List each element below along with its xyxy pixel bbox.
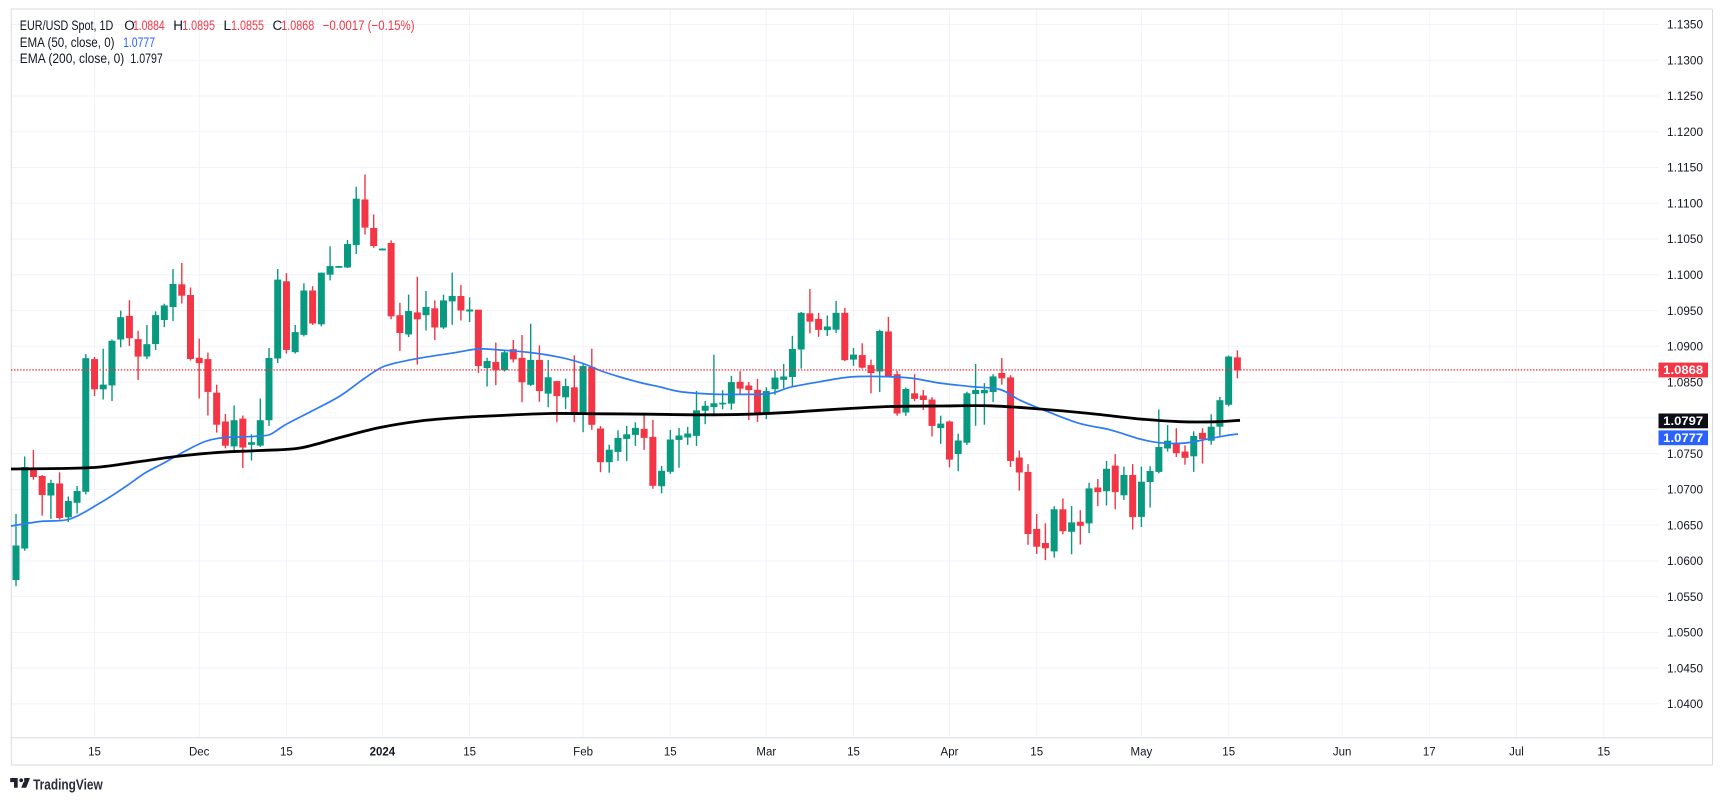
svg-text:1.1350: 1.1350 (1667, 20, 1703, 32)
svg-text:1.0900: 1.0900 (1667, 342, 1703, 354)
svg-text:1.0777: 1.0777 (1663, 433, 1703, 445)
svg-text:1.1150: 1.1150 (1667, 163, 1703, 175)
svg-text:Dec: Dec (189, 746, 210, 758)
svg-text:15: 15 (1222, 746, 1235, 758)
svg-text:1.0650: 1.0650 (1667, 520, 1703, 532)
svg-text:2024: 2024 (370, 746, 396, 758)
svg-text:1.0950: 1.0950 (1667, 306, 1703, 318)
svg-text:1.0400: 1.0400 (1667, 699, 1703, 711)
svg-text:Jul: Jul (1509, 746, 1524, 758)
svg-text:1.0550: 1.0550 (1667, 592, 1703, 604)
svg-text:1.1200: 1.1200 (1667, 127, 1703, 139)
svg-text:1.1000: 1.1000 (1667, 270, 1703, 282)
svg-text:1.0797: 1.0797 (1663, 416, 1703, 428)
svg-text:1.1050: 1.1050 (1667, 234, 1703, 246)
svg-text:1.0850: 1.0850 (1667, 377, 1703, 389)
svg-text:May: May (1131, 746, 1153, 758)
svg-text:15: 15 (280, 746, 293, 758)
svg-text:1.0600: 1.0600 (1667, 556, 1703, 568)
svg-text:Jun: Jun (1333, 746, 1352, 758)
svg-text:15: 15 (1597, 746, 1610, 758)
svg-text:1.0500: 1.0500 (1667, 628, 1703, 640)
svg-text:Apr: Apr (941, 746, 959, 758)
svg-text:15: 15 (88, 746, 101, 758)
svg-text:Mar: Mar (756, 746, 776, 758)
svg-text:17: 17 (1423, 746, 1436, 758)
svg-text:15: 15 (1030, 746, 1043, 758)
svg-text:TradingView: TradingView (33, 778, 103, 794)
svg-text:1.1250: 1.1250 (1667, 91, 1703, 103)
svg-text:15: 15 (463, 746, 476, 758)
svg-text:1.1300: 1.1300 (1667, 56, 1703, 68)
svg-text:1.0868: 1.0868 (1663, 365, 1704, 377)
svg-text:Feb: Feb (573, 746, 593, 758)
svg-text:EMA (50, close, 0)1.0777: EMA (50, close, 0) 1.0777 (20, 35, 155, 50)
svg-text:15: 15 (847, 746, 860, 758)
svg-text:1.1100: 1.1100 (1667, 199, 1703, 211)
svg-text:15: 15 (664, 746, 677, 758)
svg-text:1.0450: 1.0450 (1667, 663, 1703, 675)
svg-text:1.0700: 1.0700 (1667, 485, 1703, 497)
svg-text:EMA (200, close, 0)1.0797: EMA (200, close, 0) 1.0797 (20, 51, 163, 66)
svg-text:1.0750: 1.0750 (1667, 449, 1703, 461)
